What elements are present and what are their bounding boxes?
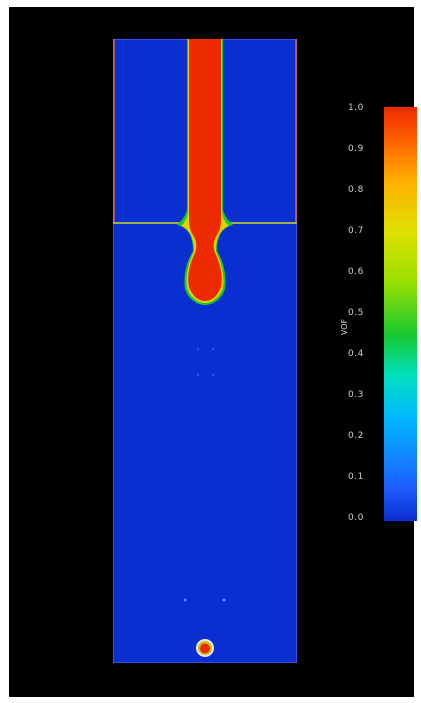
colorbar-tick: 1.0 (348, 103, 364, 113)
colorbar-tick: 0.0 (348, 513, 364, 523)
colorbar-tick: 0.5 (348, 308, 364, 318)
speck (212, 348, 214, 350)
colorbar-tick: 0.3 (348, 390, 364, 400)
colorbar (384, 107, 417, 521)
colorbar-tick: 0.2 (348, 431, 364, 441)
colorbar-label: VOF (340, 318, 349, 336)
speck (197, 374, 199, 376)
droplet (200, 643, 210, 654)
speck (197, 348, 199, 350)
vof-field (113, 39, 297, 663)
colorbar-tick: 0.8 (348, 185, 364, 195)
colorbar-tick: 0.7 (348, 226, 364, 236)
colorbar-tick: 0.9 (348, 144, 364, 154)
liquid-jet (188, 39, 222, 301)
colorbar-tick: 0.6 (348, 267, 364, 277)
colorbar-tick: 0.1 (348, 472, 364, 482)
speck (222, 598, 226, 602)
colorbar-tick: 0.4 (348, 349, 364, 359)
speck (212, 374, 214, 376)
speck (183, 598, 187, 602)
